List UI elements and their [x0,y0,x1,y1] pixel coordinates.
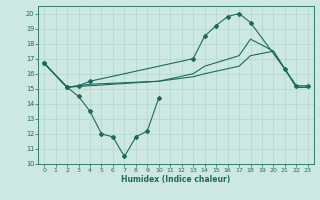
X-axis label: Humidex (Indice chaleur): Humidex (Indice chaleur) [121,175,231,184]
